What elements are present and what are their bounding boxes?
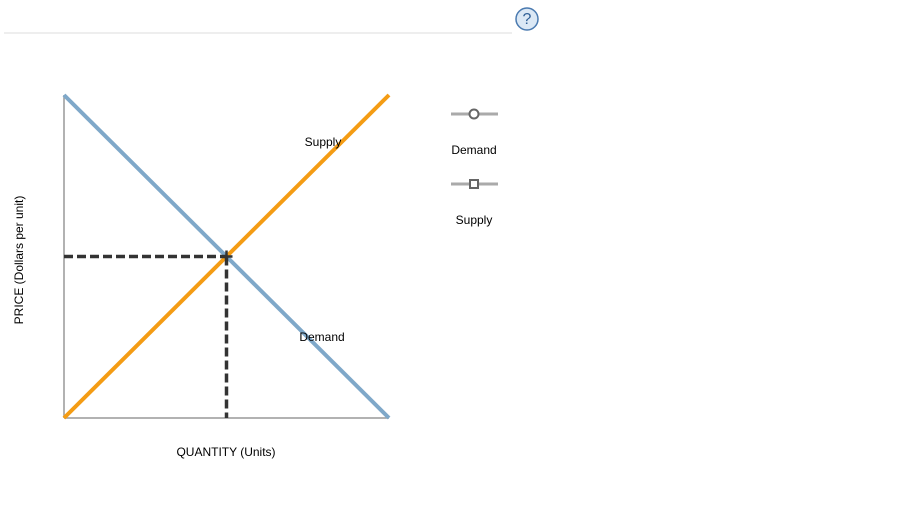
palette-tool-handle[interactable] [468, 108, 480, 120]
palette-tool-label[interactable]: Supply [456, 213, 493, 227]
help-button[interactable]: ? [515, 7, 539, 31]
palette-tool-handle[interactable] [469, 179, 479, 189]
x-axis-label: QUANTITY (Units) [176, 445, 275, 459]
palette-tool-label[interactable]: Demand [451, 143, 496, 157]
equilibrium-point [220, 250, 233, 263]
curve-label: Demand [299, 330, 344, 344]
y-axis-label: PRICE (Dollars per unit) [12, 196, 26, 325]
help-icon[interactable]: ? [523, 11, 532, 28]
curve-label: Supply [305, 135, 342, 149]
help-circle[interactable] [515, 7, 539, 31]
